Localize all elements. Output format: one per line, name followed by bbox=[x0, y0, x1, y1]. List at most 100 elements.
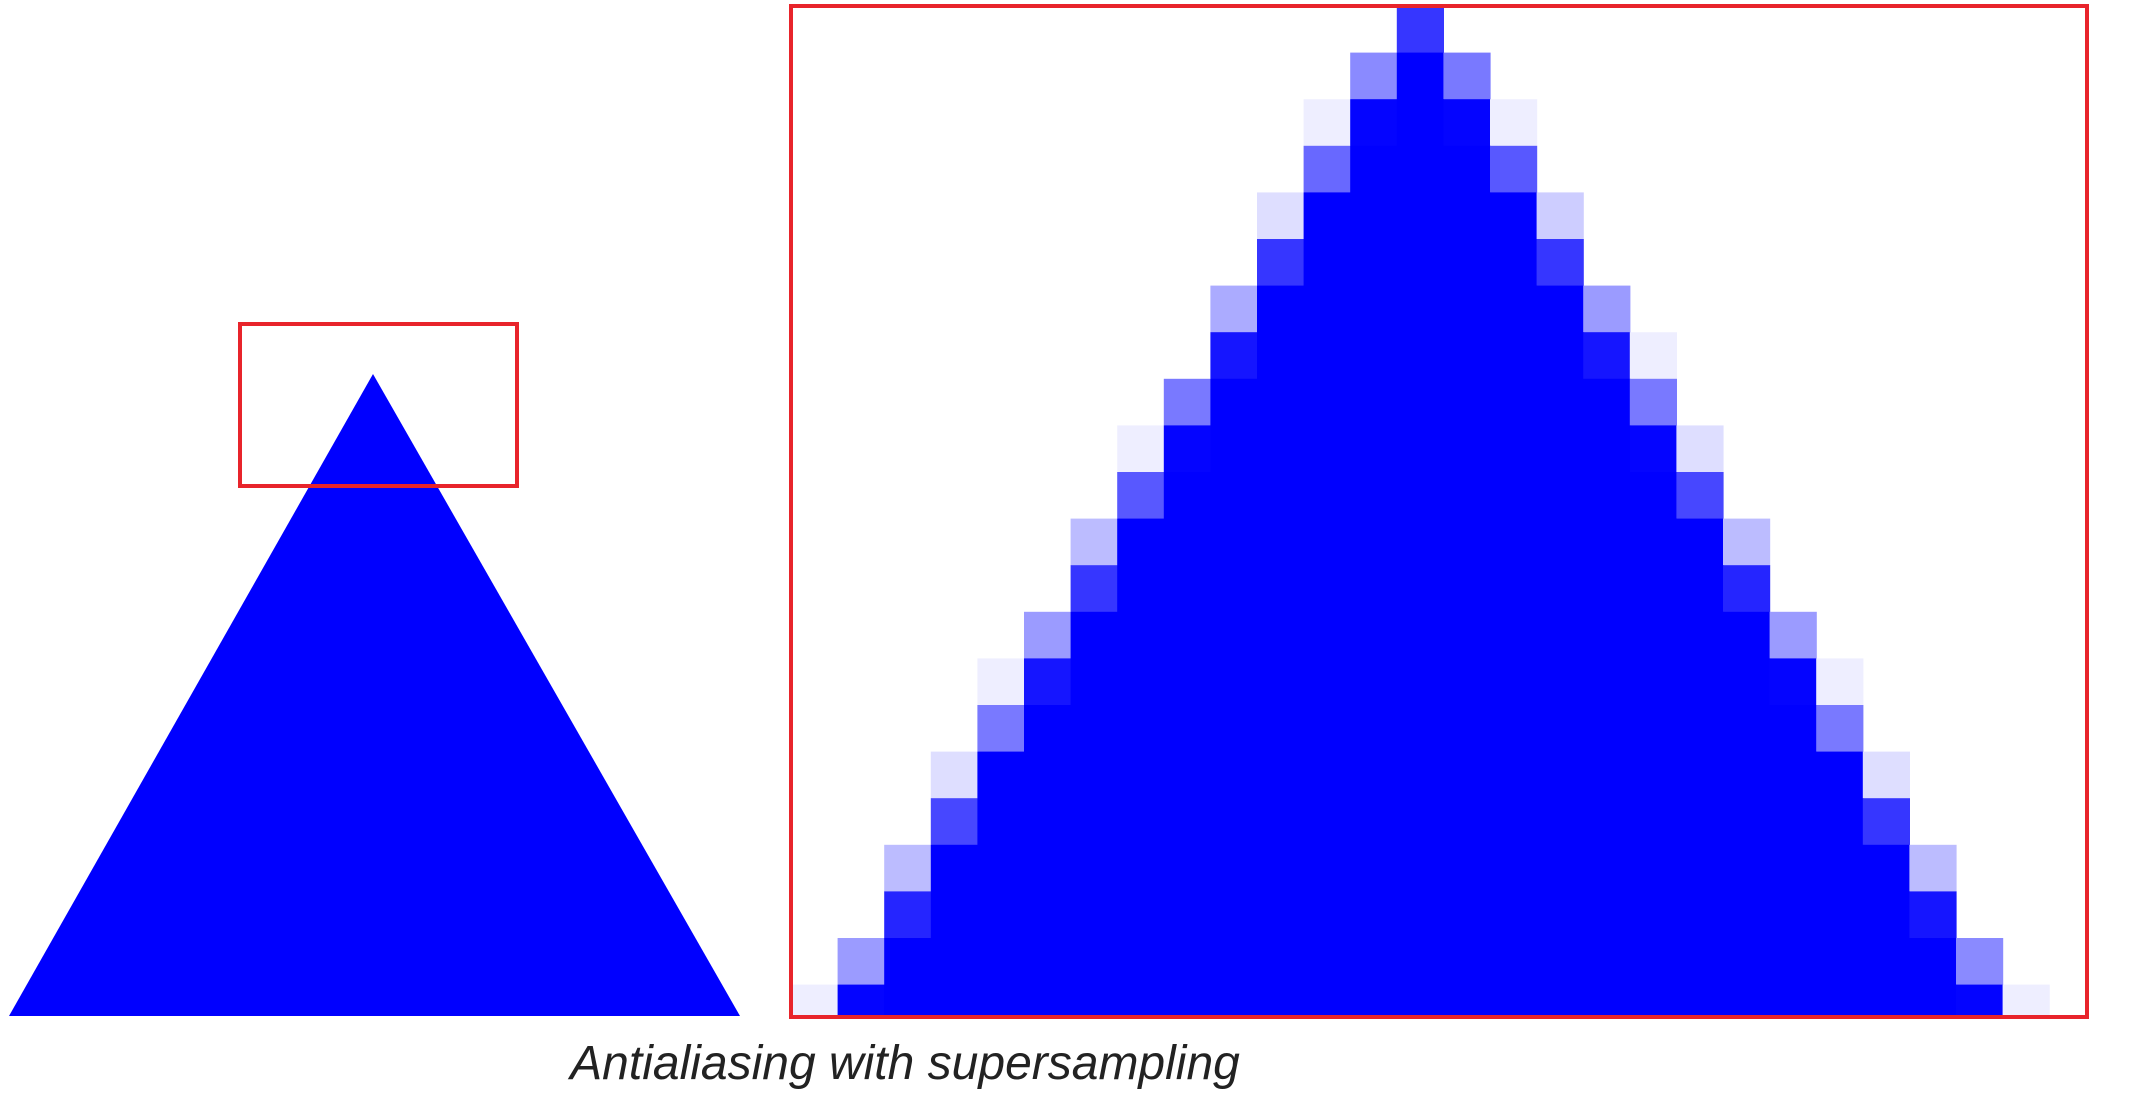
pixel-cell bbox=[1583, 798, 1631, 846]
pixel-cell bbox=[1769, 705, 1817, 753]
pixel-cell bbox=[1303, 891, 1351, 939]
pixel-cell bbox=[1396, 6, 1444, 54]
pixel-cell bbox=[1117, 984, 1165, 1017]
pixel-cell bbox=[1350, 844, 1398, 892]
pixel-cell bbox=[1163, 938, 1211, 986]
pixel-cell bbox=[1350, 52, 1398, 100]
pixel-cell bbox=[1070, 798, 1118, 846]
pixel-cell bbox=[1303, 518, 1351, 566]
pixel-cell bbox=[1816, 798, 1864, 846]
pixel-cell bbox=[1350, 891, 1398, 939]
pixel-cell bbox=[1862, 751, 1910, 799]
pixel-cell bbox=[1443, 565, 1491, 613]
pixel-cell bbox=[1350, 285, 1398, 333]
pixel-cell bbox=[1303, 705, 1351, 753]
pixel-cell bbox=[1396, 705, 1444, 753]
pixel-cell bbox=[1443, 984, 1491, 1017]
pixel-cell bbox=[1490, 285, 1538, 333]
pixel-cell bbox=[1396, 52, 1444, 100]
pixel-cell bbox=[1303, 798, 1351, 846]
pixel-cell bbox=[1583, 518, 1631, 566]
pixel-cell bbox=[1536, 425, 1584, 473]
pixel-cell bbox=[1583, 658, 1631, 706]
pixel-cell bbox=[837, 938, 885, 986]
pixel-cell bbox=[1350, 472, 1398, 520]
pixel-cell bbox=[1909, 938, 1957, 986]
pixel-cell bbox=[1396, 798, 1444, 846]
pixel-cell bbox=[1117, 518, 1165, 566]
pixel-cell bbox=[1536, 658, 1584, 706]
pixel-cell bbox=[1443, 938, 1491, 986]
pixel-cell bbox=[1490, 99, 1538, 147]
pixel-cell bbox=[837, 984, 885, 1017]
pixel-cell bbox=[1816, 891, 1864, 939]
pixel-cell bbox=[1350, 145, 1398, 193]
pixel-cell bbox=[930, 891, 978, 939]
pixel-cell bbox=[1490, 938, 1538, 986]
pixel-cell bbox=[1210, 844, 1258, 892]
pixel-cell bbox=[1210, 378, 1258, 426]
pixel-cell bbox=[1396, 565, 1444, 613]
pixel-cell bbox=[1303, 984, 1351, 1017]
pixel-cell bbox=[1303, 472, 1351, 520]
pixel-cell bbox=[1024, 938, 1072, 986]
pixel-cell bbox=[1303, 285, 1351, 333]
pixel-cell bbox=[1536, 192, 1584, 240]
pixel-cell bbox=[1676, 705, 1724, 753]
pixel-cell bbox=[1117, 611, 1165, 659]
pixel-cell bbox=[1210, 472, 1258, 520]
pixel-cell bbox=[1909, 984, 1957, 1017]
pixel-cell bbox=[1769, 611, 1817, 659]
pixel-cell bbox=[1536, 518, 1584, 566]
pixel-cell bbox=[1629, 425, 1677, 473]
pixel-cell bbox=[1443, 891, 1491, 939]
pixel-cell bbox=[1536, 378, 1584, 426]
pixel-cell bbox=[1024, 798, 1072, 846]
pixel-cell bbox=[1583, 285, 1631, 333]
pixel-cell bbox=[1070, 658, 1118, 706]
pixel-cell bbox=[1117, 565, 1165, 613]
pixel-cell bbox=[1536, 239, 1584, 287]
pixel-cell bbox=[1769, 844, 1817, 892]
pixel-cell bbox=[1723, 611, 1771, 659]
pixel-cell bbox=[1443, 332, 1491, 380]
pixel-cell bbox=[1443, 472, 1491, 520]
pixel-cell bbox=[1257, 285, 1305, 333]
pixel-cell bbox=[1583, 844, 1631, 892]
pixel-cell bbox=[1816, 658, 1864, 706]
pixel-cell bbox=[1303, 99, 1351, 147]
pixel-cell bbox=[977, 984, 1025, 1017]
pixel-cell bbox=[1396, 145, 1444, 193]
pixel-cell bbox=[1210, 611, 1258, 659]
pixel-cell bbox=[1816, 984, 1864, 1017]
pixel-cell bbox=[1303, 565, 1351, 613]
pixel-cell bbox=[884, 891, 932, 939]
pixel-cell bbox=[1443, 611, 1491, 659]
pixel-cell bbox=[1723, 705, 1771, 753]
pixel-cell bbox=[1257, 239, 1305, 287]
pixel-cell bbox=[1443, 658, 1491, 706]
pixel-cell bbox=[1163, 751, 1211, 799]
pixel-cell bbox=[930, 938, 978, 986]
pixel-cell bbox=[1629, 798, 1677, 846]
pixel-cell bbox=[1024, 844, 1072, 892]
pixel-cell bbox=[1629, 378, 1677, 426]
pixel-cell bbox=[1396, 239, 1444, 287]
pixel-cell bbox=[1303, 332, 1351, 380]
pixel-cell bbox=[1257, 425, 1305, 473]
pixel-cell bbox=[1163, 705, 1211, 753]
pixel-cell bbox=[1210, 332, 1258, 380]
pixel-cell bbox=[1117, 472, 1165, 520]
pixel-cell bbox=[1350, 751, 1398, 799]
pixel-cell bbox=[1443, 192, 1491, 240]
pixel-cell bbox=[1257, 984, 1305, 1017]
pixel-cell bbox=[1210, 938, 1258, 986]
pixel-cell bbox=[1303, 425, 1351, 473]
pixel-cell bbox=[1257, 938, 1305, 986]
pixel-cell bbox=[1583, 565, 1631, 613]
pixel-cell bbox=[1490, 705, 1538, 753]
pixel-cell bbox=[1257, 565, 1305, 613]
pixel-cell bbox=[1257, 891, 1305, 939]
pixel-cell bbox=[1723, 844, 1771, 892]
pixel-cell bbox=[1583, 705, 1631, 753]
